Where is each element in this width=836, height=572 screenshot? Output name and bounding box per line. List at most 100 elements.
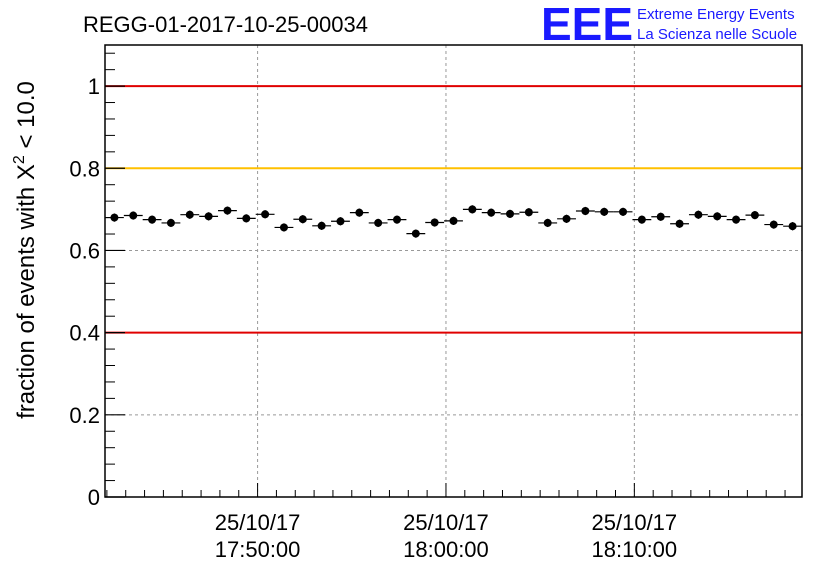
data-point [707, 212, 727, 221]
point-marker [166, 218, 175, 227]
point-marker [261, 210, 270, 219]
data-point [519, 208, 539, 217]
point-marker [619, 207, 628, 216]
data-point [387, 215, 407, 224]
point-marker [694, 210, 703, 219]
grid-lines [105, 45, 802, 497]
point-marker [732, 215, 741, 224]
data-point [444, 216, 463, 225]
point-marker [487, 208, 496, 217]
data-point [274, 223, 294, 232]
point-marker [185, 210, 194, 219]
x-tick-label-time: 17:50:00 [215, 537, 301, 562]
y-axis-label: fraction of events with Χ2 < 10.0 [11, 81, 40, 419]
data-point [406, 229, 426, 238]
point-marker [524, 208, 533, 217]
point-marker [506, 209, 515, 218]
data-point [312, 221, 332, 230]
data-point [632, 215, 652, 224]
point-marker [543, 218, 552, 227]
data-point [161, 218, 181, 228]
y-tick-label: 0 [88, 485, 100, 510]
data-point [726, 215, 746, 224]
chart-title: REGG-01-2017-10-25-00034 [83, 12, 368, 37]
x-tick-label-time: 18:10:00 [592, 537, 678, 562]
point-marker [317, 221, 326, 230]
point-marker [713, 212, 722, 221]
y-tick-label: 0.2 [69, 403, 100, 428]
data-point [688, 210, 708, 219]
data-point [142, 215, 162, 224]
point-marker [298, 215, 307, 224]
data-point [783, 222, 802, 231]
point-marker [204, 212, 213, 221]
y-axis: 0 0.2 0.4 0.6 0.8 1 [69, 52, 125, 510]
point-marker [637, 215, 646, 224]
reference-lines [105, 85, 802, 334]
data-point [368, 218, 388, 228]
logo-line2: La Scienza nelle Scuole [637, 26, 797, 43]
point-marker [430, 218, 439, 227]
y-axis-label-suffix: < 10.0 [13, 81, 40, 155]
data-point [218, 206, 237, 215]
data-point [425, 218, 445, 227]
y-axis-label-symbol: Χ [13, 164, 40, 180]
data-point [670, 219, 689, 228]
data-point [575, 206, 595, 216]
data-point [331, 217, 350, 226]
y-axis-label-sup: 2 [11, 155, 28, 164]
logo-line1: Extreme Energy Events [637, 6, 795, 23]
data-point [180, 210, 200, 219]
data-point [613, 207, 633, 216]
point-marker [769, 220, 778, 229]
data-point [462, 205, 482, 214]
point-marker [468, 205, 477, 214]
x-tick-label-time: 18:00:00 [403, 537, 489, 562]
data-point [236, 214, 256, 223]
data-point [500, 209, 520, 218]
point-marker [374, 218, 383, 227]
point-marker [242, 214, 251, 223]
point-marker [656, 212, 665, 221]
data-point [199, 212, 219, 221]
y-tick-label: 0.4 [69, 321, 100, 346]
point-marker [355, 208, 364, 217]
x-tick-label-date: 25/10/17 [215, 510, 301, 535]
y-tick-label: 1 [88, 74, 100, 99]
x-axis: 25/10/1717:50:0025/10/1718:00:0025/10/17… [106, 483, 786, 562]
point-marker [675, 219, 684, 228]
y-tick-label: 0.6 [69, 238, 100, 263]
plot-frame [104, 44, 803, 498]
data-point [123, 211, 143, 220]
point-marker [279, 223, 288, 232]
point-marker [148, 215, 157, 224]
data-point [481, 208, 501, 217]
data-point [557, 214, 576, 223]
data-point [293, 215, 313, 224]
point-marker [581, 207, 590, 216]
data-point [651, 212, 671, 221]
data-point [594, 207, 614, 216]
point-marker [336, 217, 345, 226]
point-marker [449, 216, 458, 225]
data-point [255, 210, 275, 219]
point-marker [392, 215, 401, 224]
x-tick-label-date: 25/10/17 [592, 510, 678, 535]
point-marker [562, 214, 571, 223]
data-point [349, 208, 369, 217]
point-marker [129, 211, 138, 220]
logo-mark: EEE [541, 0, 633, 50]
data-point [745, 211, 765, 220]
point-marker [750, 211, 759, 220]
eee-logo: EEE Extreme Energy Events La Scienza nel… [541, 0, 797, 50]
data-points [105, 205, 802, 238]
point-marker [411, 229, 420, 238]
point-marker [788, 222, 797, 231]
point-marker [600, 207, 609, 216]
y-axis-label-prefix: fraction of events with [13, 180, 40, 419]
point-marker [223, 206, 232, 215]
data-point [764, 220, 784, 229]
data-point [538, 218, 558, 228]
x-tick-label-date: 25/10/17 [403, 510, 489, 535]
